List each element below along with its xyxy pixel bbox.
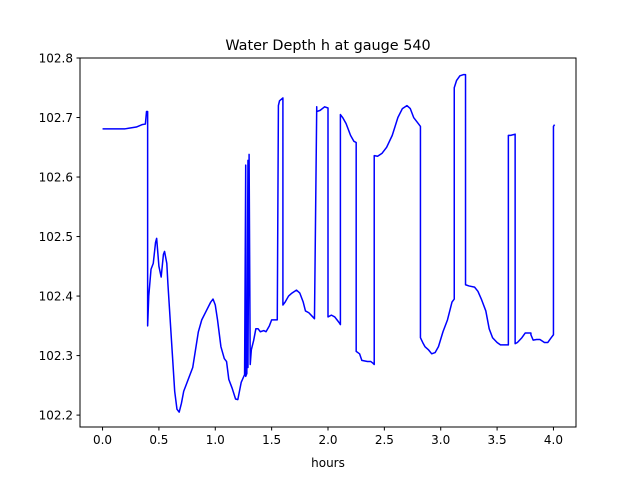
x-axis: 0.0 0.5 1.0 1.5 2.0 2.5 3.0 3.5 4.0: [93, 427, 563, 447]
x-tick-label: 2.5: [375, 433, 394, 447]
x-tick-label: 3.5: [488, 433, 507, 447]
y-tick-label: 102.7: [39, 111, 73, 125]
y-tick-label: 102.5: [39, 230, 73, 244]
chart-title: Water Depth h at gauge 540: [225, 38, 430, 54]
series-line: [102, 73, 556, 413]
y-tick-label: 102.2: [39, 408, 73, 422]
x-tick-label: 3.0: [431, 433, 450, 447]
x-tick-label: 2.0: [318, 433, 337, 447]
x-tick-label: 4.0: [544, 433, 563, 447]
x-tick-label: 0.0: [93, 433, 112, 447]
x-tick-label: 1.0: [206, 433, 225, 447]
y-tick-label: 102.3: [39, 349, 73, 363]
y-tick-label: 102.8: [39, 51, 73, 65]
series-layer: [102, 73, 556, 413]
x-axis-label: hours: [311, 456, 345, 470]
y-tick-label: 102.6: [39, 170, 73, 184]
x-tick-label: 0.5: [149, 433, 168, 447]
y-axis: 102.2 102.3 102.4 102.5 102.6 102.7 102.8: [39, 51, 80, 422]
y-tick-label: 102.4: [39, 289, 73, 303]
x-tick-label: 1.5: [262, 433, 281, 447]
